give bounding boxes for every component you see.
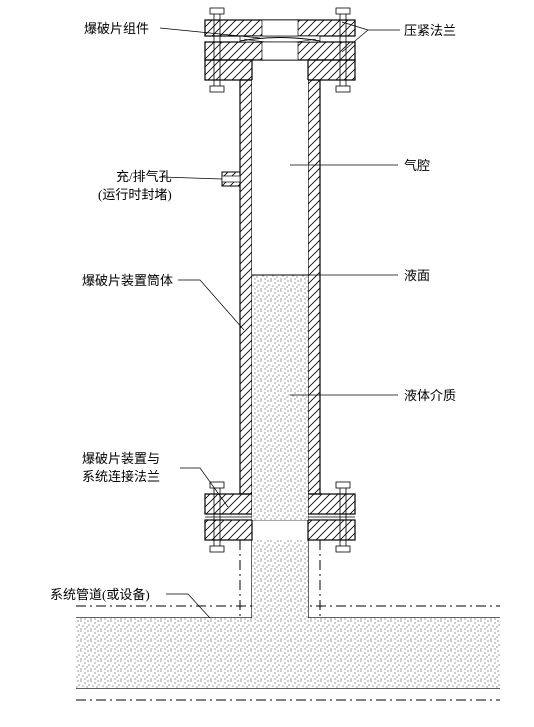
label-vent-hole-line1: 充/排气孔 — [116, 169, 172, 184]
label-liquid-level: 液面 — [404, 267, 430, 285]
label-rupture-disc-body: 爆破片装置筒体 — [82, 272, 173, 290]
label-gas-cavity: 气腔 — [404, 157, 430, 175]
label-vent-hole-line2: (运行时封堵) — [98, 187, 172, 202]
label-connecting-flange-line1: 爆破片装置与 — [82, 451, 160, 466]
label-system-pipe: 系统管道(或设备) — [50, 586, 150, 604]
label-connecting-flange: 爆破片装置与 系统连接法兰 — [82, 450, 160, 486]
label-rupture-disc-assembly: 爆破片组件 — [84, 20, 149, 38]
label-vent-hole: 充/排气孔 (运行时封堵) — [98, 168, 172, 204]
label-liquid-medium: 液体介质 — [404, 387, 456, 405]
label-connecting-flange-line2: 系统连接法兰 — [82, 469, 160, 484]
label-clamp-flange: 压紧法兰 — [404, 22, 456, 40]
